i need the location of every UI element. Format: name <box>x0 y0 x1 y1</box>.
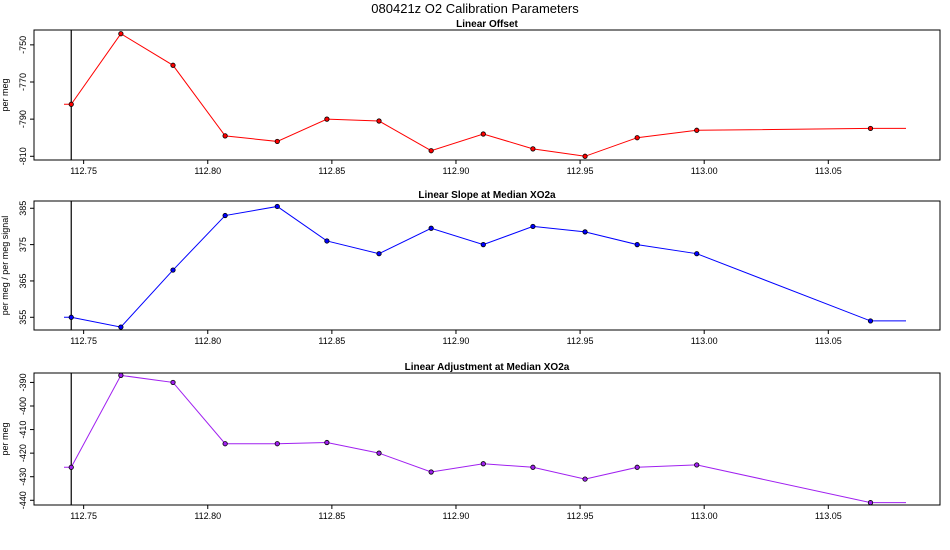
panel-3: Linear Adjustment at Median XO2a per meg 1… <box>0 362 941 521</box>
plot-frame <box>33 200 941 331</box>
data-point <box>428 148 434 154</box>
data-point <box>376 450 382 456</box>
x-tick-label: 112.75 <box>70 166 97 176</box>
data-point <box>324 439 330 446</box>
data-point <box>480 131 486 137</box>
x-tick-label: 112.75 <box>70 336 97 346</box>
x-tick-label: 113.00 <box>691 166 718 176</box>
data-point <box>222 133 228 139</box>
x-tick-label: 112.80 <box>194 166 221 176</box>
data-point <box>324 238 330 244</box>
panel-title: Linear Offset <box>456 19 518 30</box>
series-line <box>64 374 906 504</box>
data-point <box>68 464 74 470</box>
x-tick-label: 112.85 <box>318 166 345 176</box>
y-tick-label: 375 <box>18 237 28 252</box>
panel-title: Linear Slope at Median XO2a <box>418 190 556 201</box>
data-point <box>222 441 228 447</box>
x-tick-label: 113.00 <box>691 511 718 521</box>
x-tick-label: 112.90 <box>443 166 470 176</box>
data-point <box>170 267 176 273</box>
data-point <box>324 116 330 122</box>
y-tick-label: -750 <box>18 36 28 54</box>
data-point <box>480 242 486 248</box>
data-point <box>376 118 382 124</box>
data-point <box>118 31 124 37</box>
series-line <box>64 33 906 157</box>
series-line <box>64 205 906 328</box>
x-tick-label: 113.00 <box>691 336 718 346</box>
y-axis-title: per meg <box>0 78 10 111</box>
data-point <box>274 441 280 447</box>
x-tick-label: 113.05 <box>815 166 842 176</box>
data-point <box>694 462 700 468</box>
data-point <box>634 135 640 141</box>
x-tick-label: 112.90 <box>443 336 470 346</box>
data-point <box>480 461 486 467</box>
data-point <box>68 314 74 320</box>
y-tick-label: 365 <box>18 273 28 288</box>
y-tick-label: -400 <box>18 397 28 415</box>
panel-title: Linear Adjustment at Median XO2a <box>405 362 570 373</box>
data-point <box>867 318 874 324</box>
panel-1: Linear Offset per meg 112.75 112.80 112.85 11… <box>0 19 941 176</box>
data-point <box>582 229 588 235</box>
data-point <box>274 203 280 210</box>
plot-frame <box>33 372 941 506</box>
data-point <box>170 379 176 386</box>
panel-2: Linear Slope at Median XO2a per meg / per… <box>0 190 941 346</box>
data-point <box>530 223 536 230</box>
x-tick-label: 112.85 <box>318 336 345 346</box>
y-tick-label: -420 <box>18 444 28 462</box>
y-tick-label: -790 <box>18 110 28 128</box>
data-point <box>867 125 874 132</box>
data-point <box>530 464 536 470</box>
plot-frame <box>33 29 941 161</box>
y-tick-label: -430 <box>18 468 28 486</box>
data-point <box>274 138 280 145</box>
data-point <box>634 464 640 470</box>
x-tick-label: 112.80 <box>194 511 221 521</box>
data-point <box>376 251 382 257</box>
data-point <box>530 146 536 152</box>
data-point <box>118 372 124 378</box>
x-tick-label: 112.75 <box>70 511 97 521</box>
y-tick-label: -440 <box>18 491 28 509</box>
data-point <box>634 242 640 248</box>
y-axis-title: per meg <box>0 422 10 455</box>
data-point <box>582 476 588 482</box>
data-point <box>68 101 74 107</box>
y-tick-label: 355 <box>18 310 28 325</box>
chart-panels: Linear Offset per meg 112.75 112.80 112.85 11… <box>0 19 941 521</box>
data-point <box>428 469 434 475</box>
y-axis-title: per meg / per meg signal <box>0 216 10 316</box>
data-point <box>867 500 874 506</box>
y-tick-label: -410 <box>18 421 28 439</box>
data-point <box>582 153 588 159</box>
y-tick-label: -810 <box>18 147 28 165</box>
x-tick-label: 112.95 <box>567 336 594 346</box>
data-point <box>170 62 176 68</box>
y-tick-label: 385 <box>18 201 28 216</box>
main-title: 080421z O2 Calibration Parameters <box>371 1 579 16</box>
data-point <box>222 212 228 219</box>
data-point <box>694 127 700 133</box>
x-tick-label: 113.05 <box>815 511 842 521</box>
x-tick-label: 112.95 <box>567 166 594 176</box>
data-point <box>428 225 434 231</box>
x-tick-label: 112.95 <box>567 511 594 521</box>
x-tick-label: 112.85 <box>318 511 345 521</box>
x-tick-label: 113.05 <box>815 336 842 346</box>
data-point <box>118 324 124 330</box>
x-tick-label: 112.90 <box>443 511 470 521</box>
data-point <box>694 251 700 257</box>
x-tick-label: 112.80 <box>194 336 221 346</box>
y-tick-label: -770 <box>18 73 28 91</box>
y-tick-label: -390 <box>18 373 28 391</box>
